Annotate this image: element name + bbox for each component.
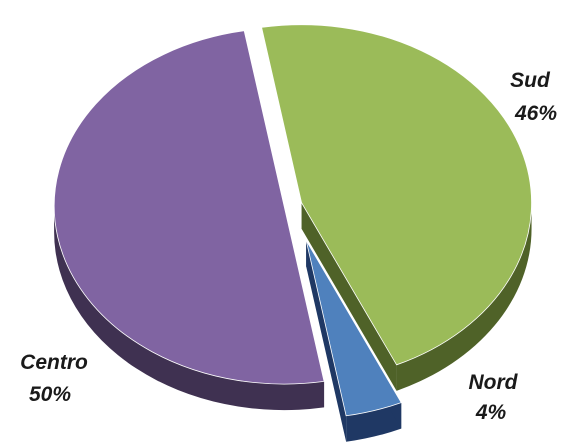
pie-tops	[53, 24, 532, 417]
slice-value-nord: 4%	[475, 401, 507, 424]
slice-sud	[261, 24, 532, 366]
slice-label-nord: Nord	[469, 371, 519, 394]
pie-labels: Sud 46% Nord 4% Centro 50%	[20, 69, 557, 424]
slice-label-sud: Sud	[510, 69, 551, 92]
slice-cut-sud-1	[301, 202, 397, 391]
slice-nord	[305, 240, 402, 417]
slice-value-sud: 46%	[514, 102, 557, 125]
slice-cut-nord-1	[306, 240, 347, 442]
slice-side-sud	[396, 202, 532, 391]
slice-side-centro	[54, 206, 325, 411]
slice-side-nord	[346, 402, 402, 442]
slice-value-centro: 50%	[29, 383, 71, 406]
slice-label-centro: Centro	[20, 351, 88, 374]
slice-centro	[53, 30, 325, 385]
